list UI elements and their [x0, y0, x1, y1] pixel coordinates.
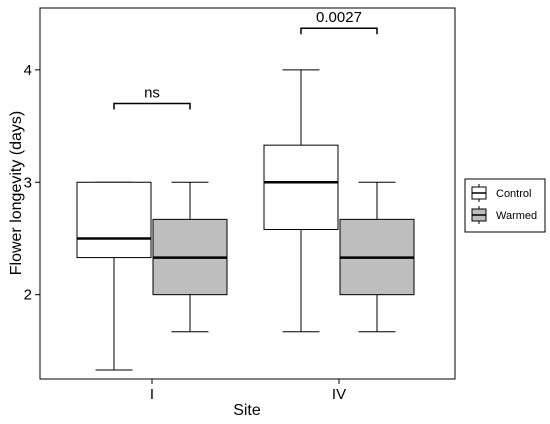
legend-item-control: Control: [471, 184, 531, 202]
plot-area: ns 0.0027: [76, 9, 415, 371]
y-tick-label: 2: [24, 287, 32, 304]
x-tick-label: IV: [332, 386, 346, 403]
x-tick-label: I: [150, 386, 154, 403]
box-iqr: [263, 144, 339, 230]
legend-label: Warmed: [496, 210, 537, 222]
y-tick-label: 3: [24, 174, 32, 191]
legend: Control Warmed: [464, 178, 546, 233]
bracket-line: [300, 27, 378, 35]
significance-label: 0.0027: [316, 9, 362, 26]
box-control-iv: [263, 69, 339, 333]
significance-bracket-iv: 0.0027: [300, 9, 378, 35]
legend-item-warmed: Warmed: [471, 206, 537, 224]
box-warmed-i: [152, 181, 228, 333]
box-iqr: [76, 181, 152, 259]
box-control-i: [76, 181, 152, 371]
x-axis: I IV: [150, 379, 346, 403]
y-tick-label: 4: [24, 62, 32, 79]
x-axis-label: Site: [233, 402, 261, 419]
y-axis-label: Flower longevity (days): [8, 111, 25, 276]
legend-label: Control: [496, 188, 531, 200]
bracket-line: [113, 102, 191, 110]
y-axis: 2 3 4: [24, 62, 40, 304]
significance-bracket-i: ns: [113, 85, 191, 110]
box-warmed-iv: [339, 181, 415, 333]
plot-panel-border: [39, 7, 456, 380]
significance-label: ns: [144, 85, 160, 102]
